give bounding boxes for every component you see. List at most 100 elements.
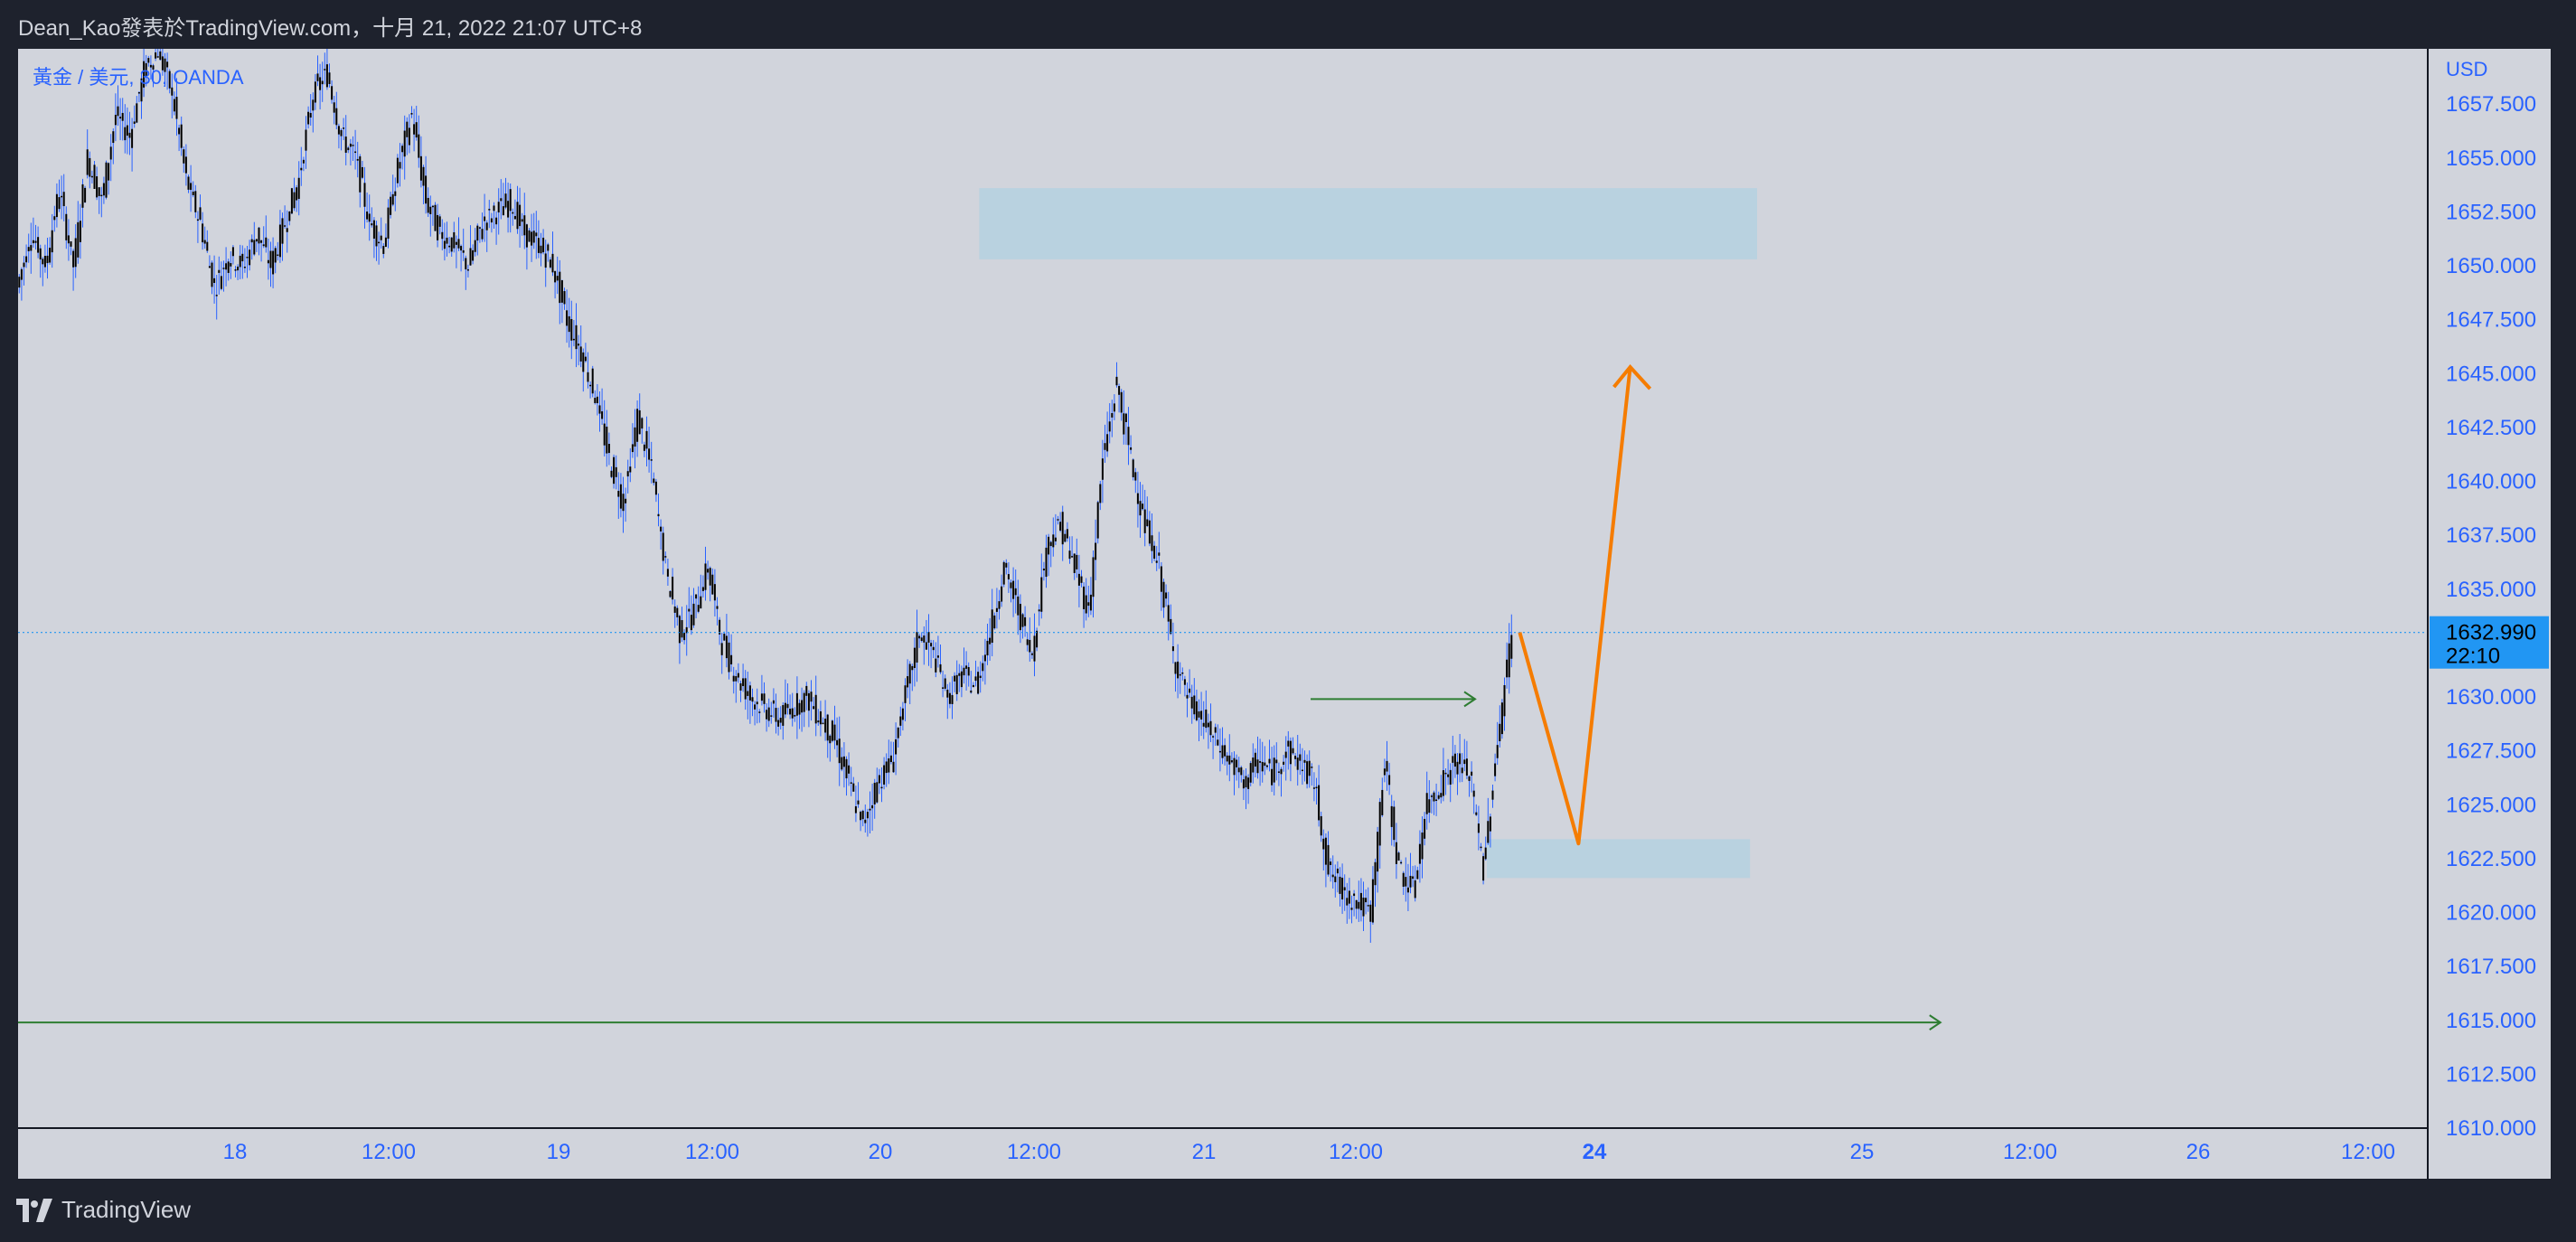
candle xyxy=(1449,763,1452,803)
candle xyxy=(296,184,298,212)
candle xyxy=(756,688,758,724)
candle xyxy=(425,155,428,214)
candle xyxy=(194,184,197,219)
candle xyxy=(763,682,766,713)
price-chart[interactable]: 1657.500 1655.000 1652.500 1650.000 1647.500… xyxy=(18,49,2551,1179)
candle xyxy=(864,804,867,833)
candle xyxy=(1275,742,1278,781)
candle xyxy=(340,127,343,151)
candle xyxy=(626,459,629,494)
candle xyxy=(918,633,921,648)
candle xyxy=(481,212,484,242)
candle xyxy=(1331,855,1334,889)
candle xyxy=(1143,489,1146,547)
candle xyxy=(1024,606,1027,637)
candle xyxy=(220,261,222,291)
candle xyxy=(955,660,958,701)
candle xyxy=(525,223,528,270)
candle xyxy=(596,383,598,416)
candle xyxy=(725,614,728,668)
candle xyxy=(829,734,832,762)
candle xyxy=(1430,794,1433,814)
candle xyxy=(203,226,206,249)
candle xyxy=(1045,534,1048,588)
candle xyxy=(709,566,711,602)
candle xyxy=(970,671,973,694)
candle xyxy=(1437,791,1440,801)
candle xyxy=(485,220,488,252)
candle xyxy=(1499,705,1501,748)
candle xyxy=(497,188,500,235)
candle xyxy=(1452,735,1454,785)
candle xyxy=(1228,734,1231,782)
candle xyxy=(382,243,385,259)
candle xyxy=(466,264,469,278)
candle xyxy=(1049,541,1052,568)
candle xyxy=(704,546,707,601)
candle xyxy=(1315,777,1318,804)
candle xyxy=(1113,394,1115,420)
candle xyxy=(944,674,946,692)
candle xyxy=(234,266,237,278)
candle xyxy=(372,217,375,259)
candle xyxy=(1341,863,1344,915)
y-tick-label: 1617.500 xyxy=(2446,955,2536,979)
x-tick-label: 21 xyxy=(1192,1140,1217,1164)
candle xyxy=(594,390,597,405)
candle xyxy=(208,255,211,268)
candle xyxy=(1146,496,1149,528)
candle xyxy=(1303,750,1306,782)
candle xyxy=(1254,748,1256,778)
candle xyxy=(86,129,89,179)
candle xyxy=(474,228,476,257)
candle xyxy=(469,225,472,266)
candle xyxy=(676,605,679,626)
candle xyxy=(1264,746,1266,776)
y-tick-label: 1650.000 xyxy=(2446,254,2536,278)
green-arrow xyxy=(18,1014,1942,1030)
candle xyxy=(1294,752,1297,767)
candle xyxy=(1005,559,1008,575)
candle xyxy=(876,767,879,804)
candle xyxy=(1077,554,1080,607)
candle xyxy=(1289,737,1292,782)
candle xyxy=(384,223,387,248)
candle xyxy=(1221,727,1224,765)
candle xyxy=(1318,765,1321,827)
candle xyxy=(1386,740,1388,791)
candle xyxy=(899,706,902,737)
candle xyxy=(1139,482,1142,538)
candle xyxy=(422,165,425,204)
candle xyxy=(328,63,331,88)
candle xyxy=(1177,644,1180,699)
candle xyxy=(638,393,641,435)
candle xyxy=(532,212,535,249)
candle xyxy=(202,212,204,250)
candle xyxy=(888,739,890,785)
y-tick-label: 1655.000 xyxy=(2446,146,2536,171)
chart-area[interactable]: 1657.500 1655.000 1652.500 1650.000 1647.500… xyxy=(18,49,2551,1179)
candle xyxy=(841,747,843,772)
candle xyxy=(53,205,56,232)
candle xyxy=(803,690,805,728)
candle xyxy=(516,185,519,234)
tradingview-logo-icon xyxy=(16,1199,52,1222)
candle xyxy=(720,633,723,674)
candle xyxy=(1369,900,1372,943)
candle xyxy=(1365,889,1368,915)
candle xyxy=(1353,889,1356,917)
candle xyxy=(1095,519,1097,580)
projection-arrowhead xyxy=(1612,364,1652,390)
candle xyxy=(159,49,162,61)
candle xyxy=(852,776,855,792)
candle xyxy=(225,247,228,287)
candle xyxy=(1148,511,1151,547)
candle xyxy=(582,348,585,392)
candle xyxy=(789,694,792,720)
candle xyxy=(495,211,498,245)
candle xyxy=(361,161,363,180)
candle xyxy=(1021,612,1024,639)
candle xyxy=(1381,777,1384,817)
candle xyxy=(566,289,569,343)
candle xyxy=(954,672,956,692)
